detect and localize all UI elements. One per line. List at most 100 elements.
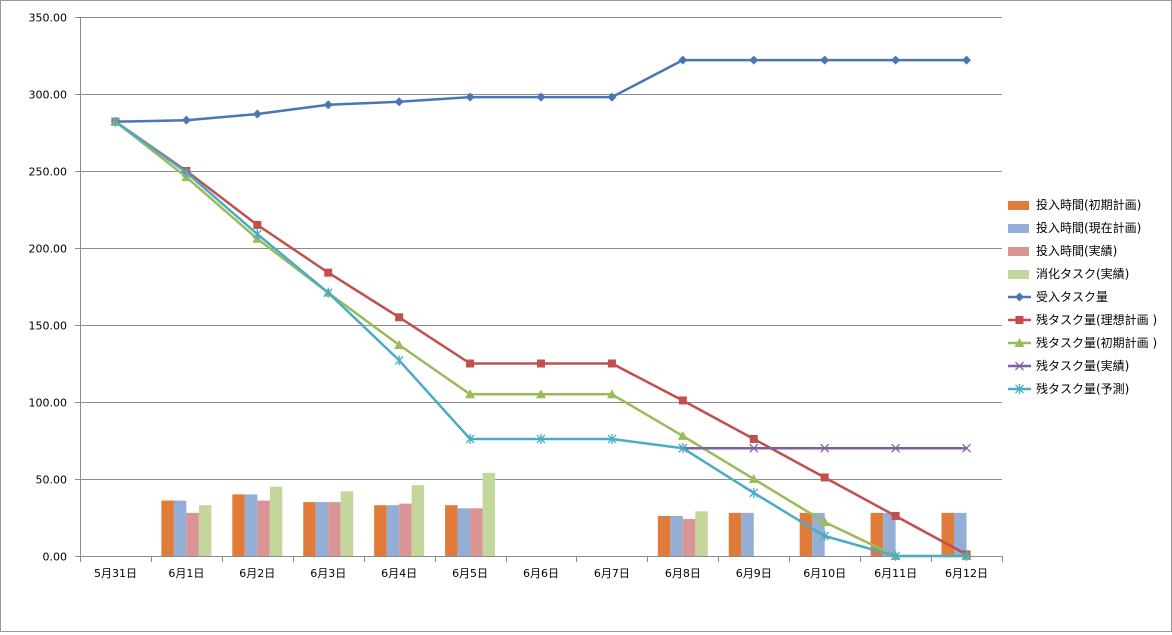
x-tick-label: 6月6日 bbox=[523, 567, 559, 580]
bar bbox=[457, 508, 471, 556]
point-marker bbox=[394, 340, 405, 350]
bar bbox=[695, 511, 708, 556]
x-tick-label: 6月3日 bbox=[310, 567, 346, 580]
x-tick-label: 5月31日 bbox=[94, 567, 137, 580]
x-tick-label: 6月12日 bbox=[945, 567, 988, 580]
bar bbox=[657, 515, 671, 556]
point-marker bbox=[748, 474, 759, 483]
point-marker bbox=[607, 92, 617, 102]
point-marker bbox=[253, 220, 262, 229]
x-tick-label: 6月8日 bbox=[665, 567, 701, 580]
bar bbox=[374, 505, 387, 556]
legend-label: 残タスク量(実績) bbox=[1036, 358, 1129, 373]
legend-label: 投入時間(初期計画) bbox=[1036, 197, 1141, 212]
point-marker bbox=[395, 313, 404, 322]
bar bbox=[173, 500, 187, 556]
bar bbox=[670, 515, 683, 556]
x-tick-label: 6月4日 bbox=[381, 567, 417, 580]
x-tick-label: 6月2日 bbox=[239, 567, 275, 580]
bar bbox=[340, 491, 354, 556]
point-marker bbox=[962, 55, 972, 65]
legend-swatch bbox=[1008, 224, 1029, 233]
y-tick-label: 150.00 bbox=[29, 320, 68, 333]
point-marker bbox=[466, 359, 475, 368]
point-marker bbox=[323, 100, 333, 110]
x-tick-label: 6月5日 bbox=[452, 567, 488, 580]
series-line bbox=[114, 120, 967, 558]
bar bbox=[482, 472, 496, 556]
point-marker bbox=[607, 359, 616, 368]
point-marker bbox=[678, 55, 688, 65]
bar bbox=[799, 512, 813, 556]
grid-lines bbox=[80, 17, 1002, 480]
y-tick-label: 100.00 bbox=[29, 397, 68, 410]
bar bbox=[257, 500, 270, 556]
bar bbox=[445, 505, 458, 556]
bar bbox=[411, 485, 425, 556]
point-marker bbox=[1015, 316, 1024, 324]
point-marker bbox=[891, 511, 900, 520]
bar bbox=[232, 494, 245, 556]
bar bbox=[269, 486, 283, 556]
y-tick-label: 350.00 bbox=[29, 12, 68, 25]
point-marker bbox=[749, 55, 759, 65]
point-marker bbox=[820, 530, 830, 541]
point-marker bbox=[820, 55, 830, 65]
point-marker bbox=[1015, 384, 1024, 394]
point-marker bbox=[323, 287, 333, 298]
bar bbox=[161, 500, 174, 556]
x-tick-label: 6月1日 bbox=[168, 567, 204, 580]
legend-swatch bbox=[1008, 201, 1029, 210]
series-line bbox=[114, 120, 968, 556]
legend-label: 投入時間(実績) bbox=[1036, 243, 1117, 258]
point-marker bbox=[891, 443, 901, 453]
point-marker bbox=[536, 389, 546, 399]
x-tick-label: 6月9日 bbox=[736, 567, 772, 580]
point-marker bbox=[962, 443, 971, 453]
point-marker bbox=[324, 268, 333, 277]
point-marker bbox=[537, 359, 545, 368]
point-marker bbox=[677, 430, 688, 440]
point-marker bbox=[536, 92, 546, 102]
point-marker bbox=[962, 551, 971, 561]
series-line bbox=[114, 120, 967, 558]
legend-label: 投入時間(現在計画) bbox=[1036, 220, 1141, 235]
point-marker bbox=[536, 433, 546, 444]
point-marker bbox=[252, 229, 262, 240]
y-tick-label: 250.00 bbox=[29, 166, 68, 179]
point-marker bbox=[891, 55, 901, 65]
x-tick-label: 6月7日 bbox=[594, 567, 630, 580]
point-marker bbox=[749, 487, 759, 498]
bar bbox=[386, 505, 400, 556]
bar bbox=[682, 519, 696, 556]
bars bbox=[161, 472, 967, 556]
point-marker bbox=[1014, 338, 1025, 347]
legend-label: 残タスク量(初期計画 ) bbox=[1036, 335, 1157, 350]
bar bbox=[954, 512, 967, 556]
x-tick-label: 6月11日 bbox=[874, 567, 917, 580]
point-marker bbox=[465, 92, 475, 102]
legend-swatch bbox=[1008, 270, 1029, 279]
bar bbox=[728, 512, 742, 556]
point-marker bbox=[1015, 292, 1024, 302]
point-marker bbox=[819, 517, 830, 527]
point-marker bbox=[607, 433, 617, 444]
bar bbox=[198, 505, 212, 556]
bar bbox=[741, 512, 754, 556]
point-marker bbox=[394, 97, 404, 107]
bar bbox=[470, 508, 483, 556]
bar bbox=[186, 512, 199, 556]
bar bbox=[303, 502, 316, 556]
point-marker bbox=[181, 167, 191, 178]
y-tick-label: 300.00 bbox=[29, 89, 68, 102]
legend-label: 消化タスク(実績) bbox=[1036, 266, 1129, 281]
point-marker bbox=[181, 115, 191, 125]
y-tick-label: 200.00 bbox=[29, 243, 68, 256]
bar bbox=[244, 494, 258, 556]
bar bbox=[328, 502, 341, 556]
point-marker bbox=[820, 473, 829, 482]
point-marker bbox=[678, 443, 688, 454]
point-marker bbox=[749, 434, 758, 443]
